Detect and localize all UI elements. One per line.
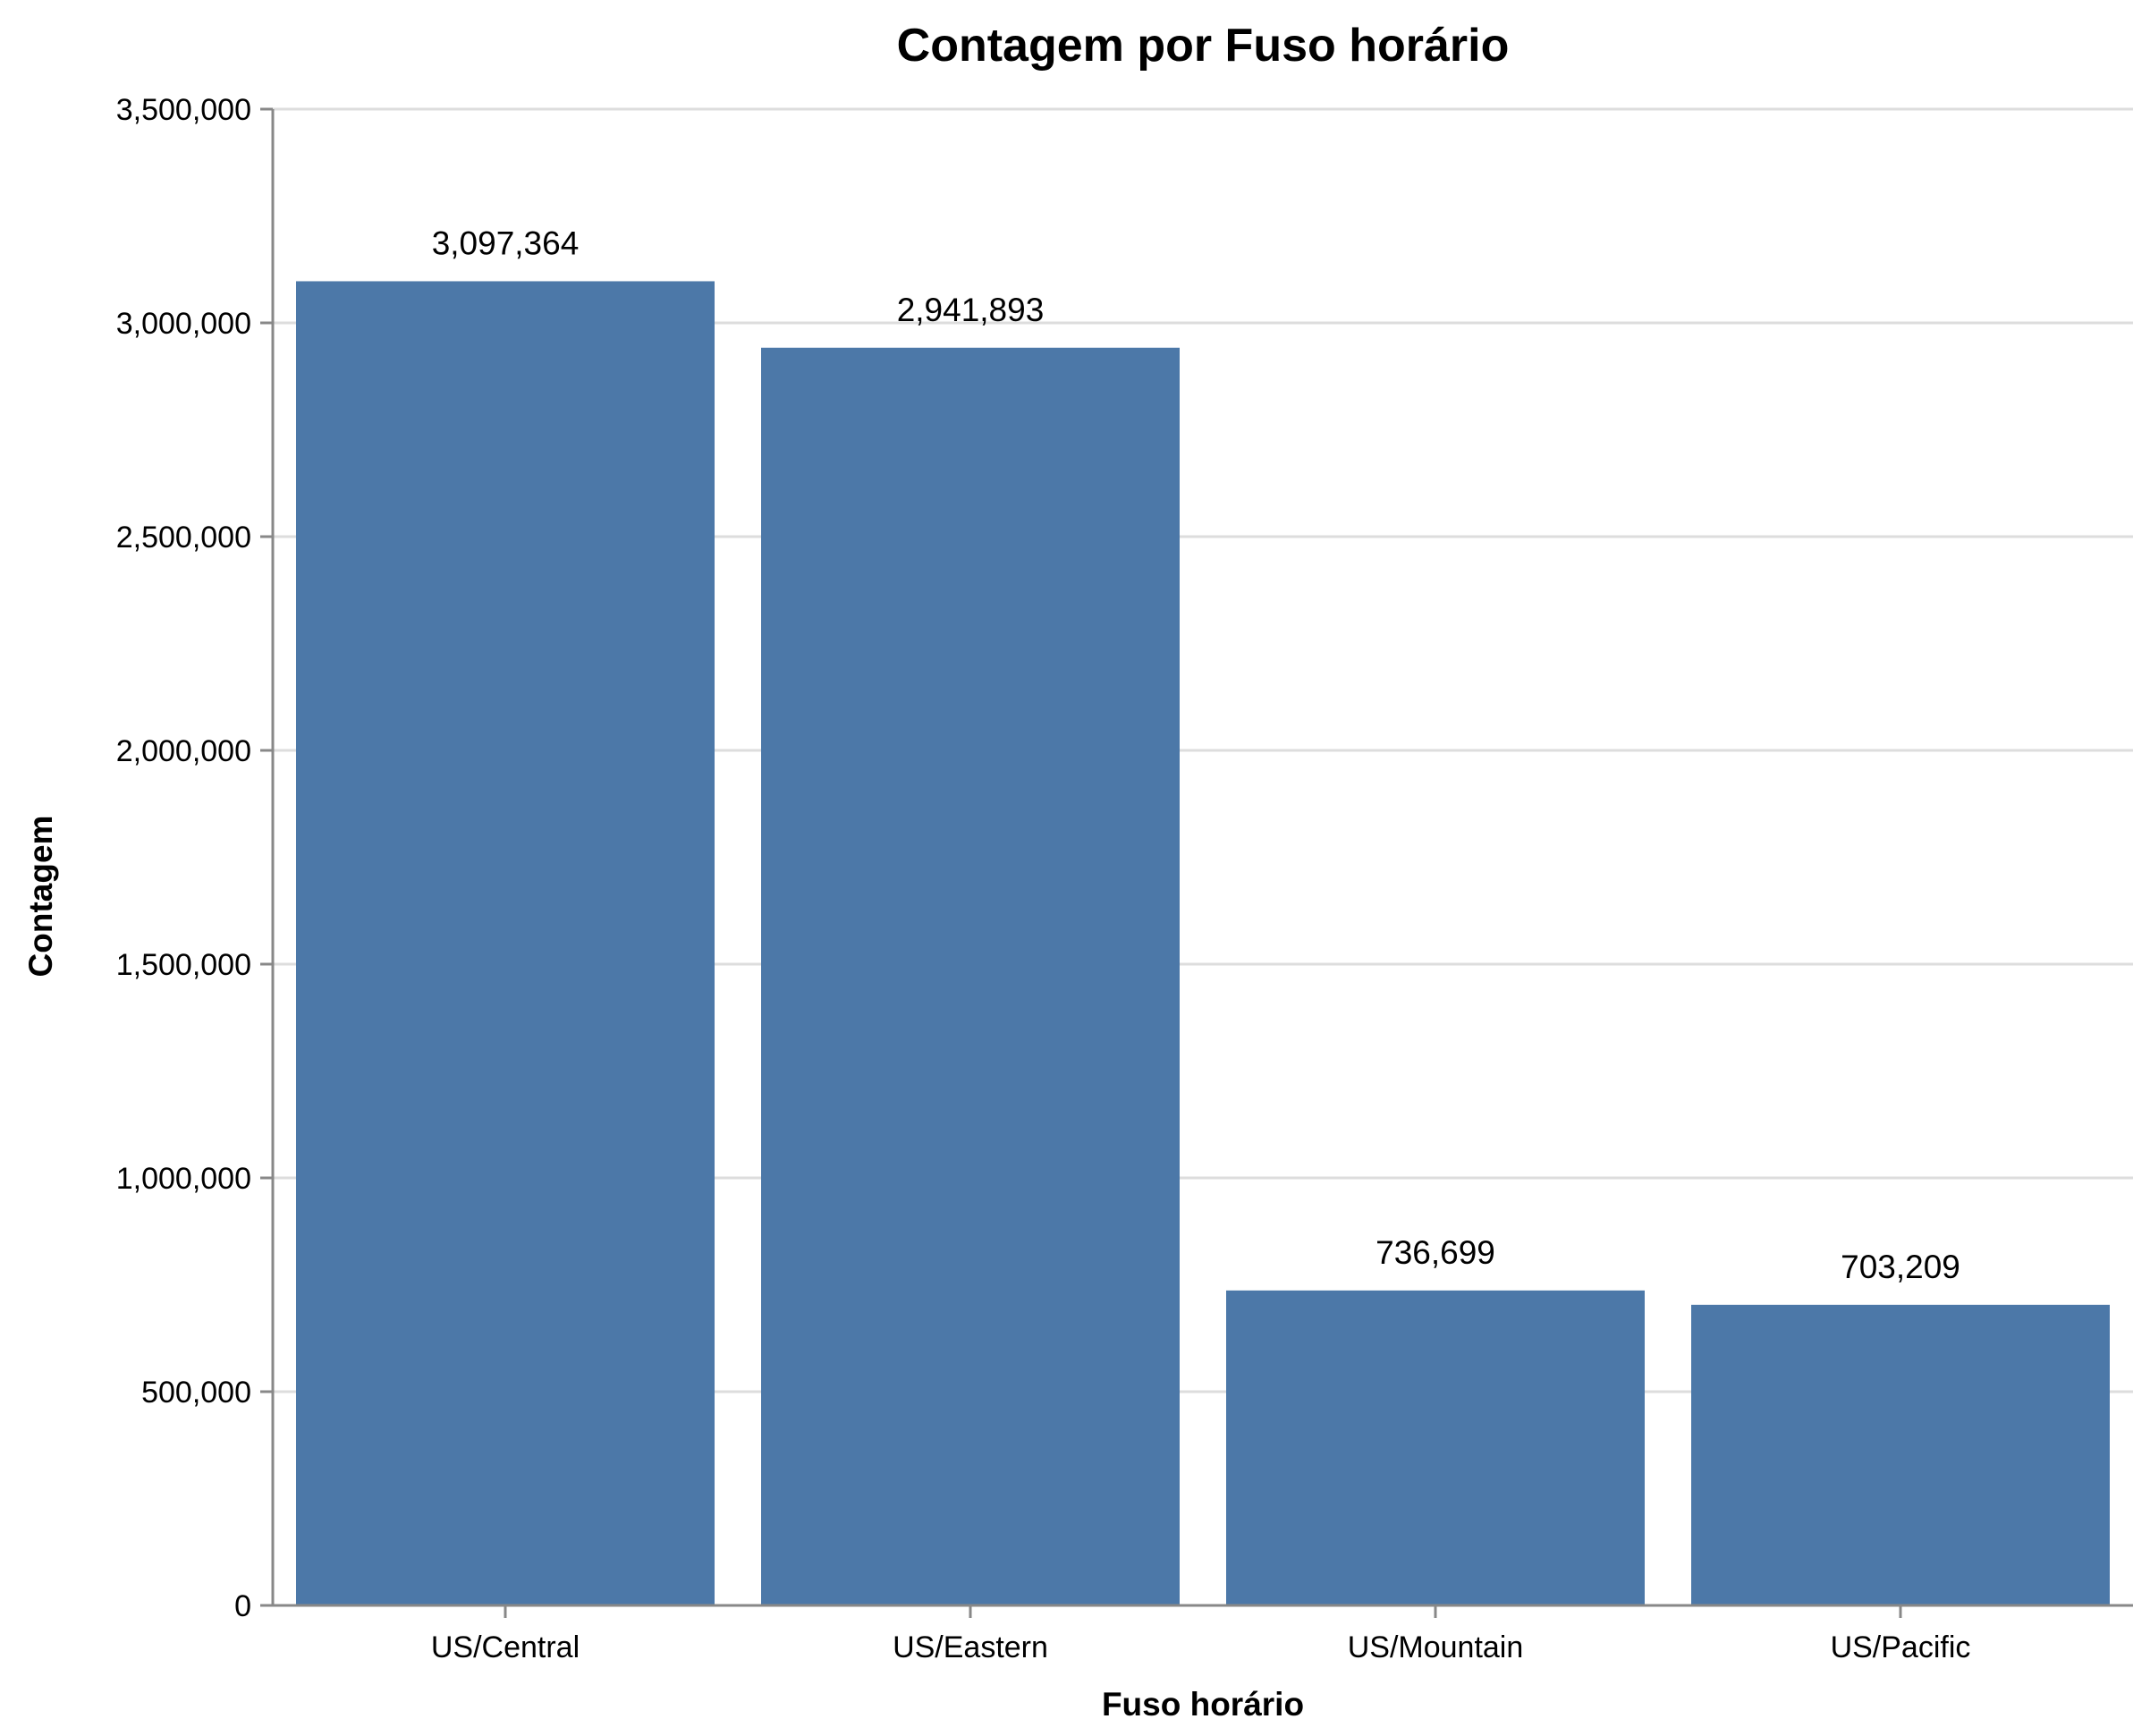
y-tick-label: 1,000,000 bbox=[116, 1162, 251, 1196]
bar bbox=[1226, 1290, 1645, 1605]
x-tick-label: US/Eastern bbox=[893, 1630, 1048, 1664]
y-tick-label: 3,000,000 bbox=[116, 307, 251, 341]
x-axis-title: Fuso horário bbox=[1102, 1686, 1304, 1723]
bars bbox=[296, 281, 2110, 1606]
y-tick-label: 500,000 bbox=[141, 1376, 251, 1410]
bar-value-label: 703,209 bbox=[1841, 1249, 1960, 1285]
bar bbox=[761, 347, 1180, 1605]
y-tick-label: 2,500,000 bbox=[116, 521, 251, 555]
x-tick-label: US/Pacific bbox=[1831, 1630, 1971, 1664]
x-axis: US/Central US/Eastern US/Mountain US/Pacifi… bbox=[273, 1604, 2133, 1664]
bar-value-label: 736,699 bbox=[1375, 1234, 1495, 1271]
bar-value-label: 2,941,893 bbox=[897, 292, 1045, 328]
chart-title: Contagem por Fuso horário bbox=[897, 20, 1510, 72]
y-tick-label: 2,000,000 bbox=[116, 734, 251, 768]
y-tick-label: 3,500,000 bbox=[116, 93, 251, 127]
bar bbox=[1691, 1304, 2110, 1605]
x-tick-label: US/Central bbox=[431, 1630, 580, 1664]
data-labels: 3,097,364 2,941,893 736,699 703,209 bbox=[432, 224, 1960, 1284]
y-axis: 0 500,000 1,000,000 1,500,000 2,000,000 2,500… bbox=[116, 93, 275, 1623]
bar-value-label: 3,097,364 bbox=[432, 224, 580, 261]
y-tick-label: 1,500,000 bbox=[116, 948, 251, 982]
y-axis-title: Contagem bbox=[22, 816, 59, 978]
x-tick-label: US/Mountain bbox=[1348, 1630, 1524, 1664]
y-tick-label: 0 bbox=[234, 1589, 251, 1623]
bar bbox=[296, 281, 715, 1606]
